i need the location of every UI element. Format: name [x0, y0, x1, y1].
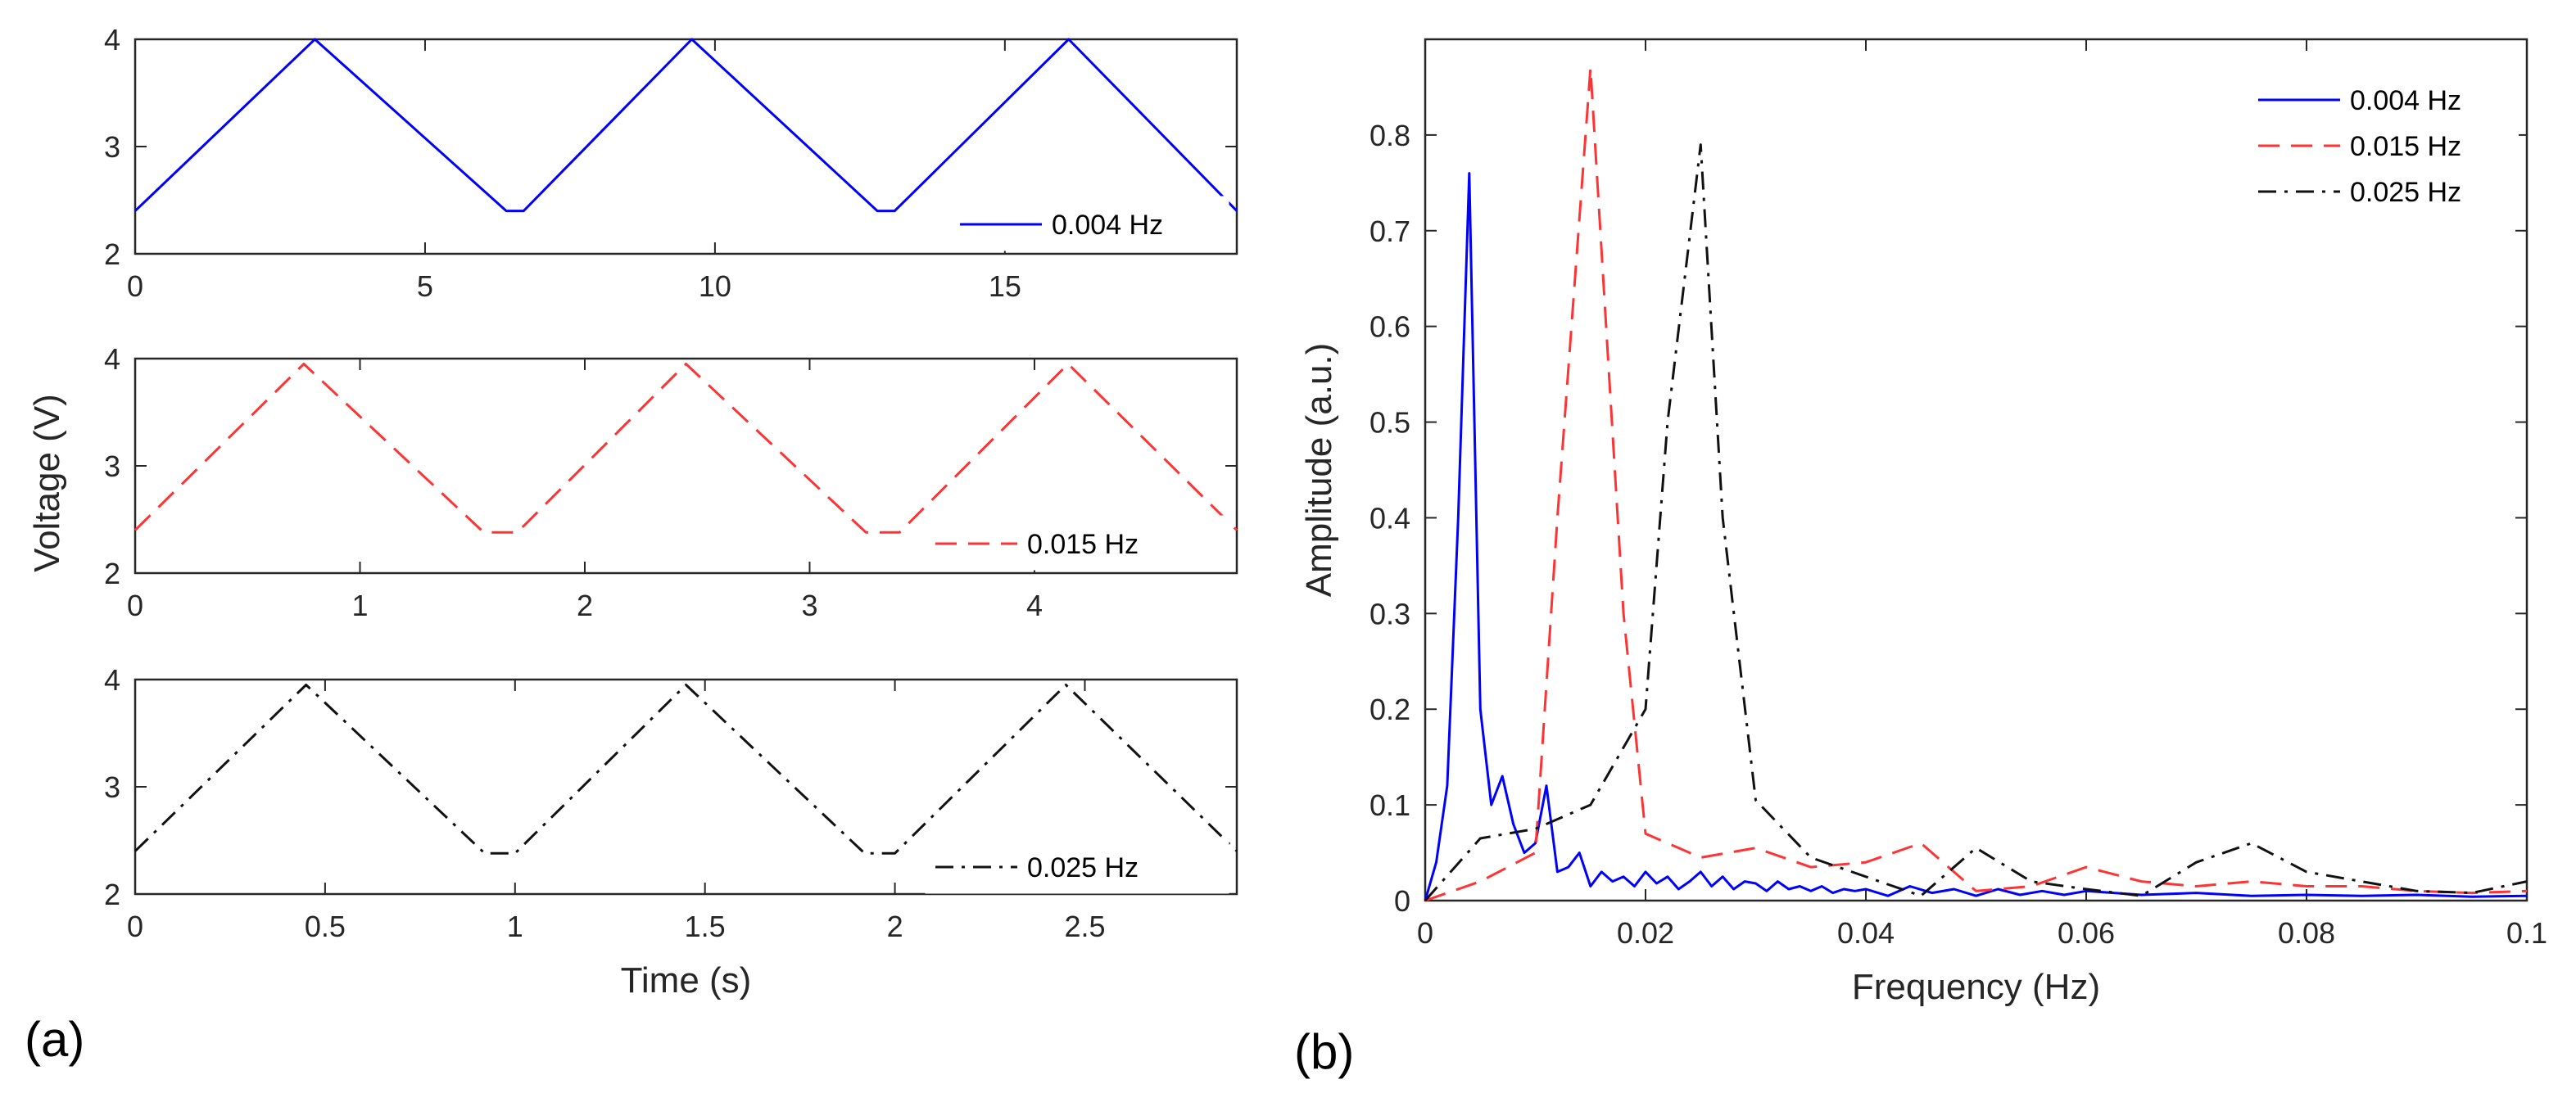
- y-tick-label: 4: [104, 663, 120, 697]
- y-tick-label: 0.5: [1369, 406, 1410, 440]
- y-tick-label: 3: [104, 770, 120, 804]
- legend-label-1: 0.015 Hz: [2350, 131, 2461, 162]
- x-tick-label: 0.06: [2058, 916, 2115, 950]
- y-tick-label: 2: [104, 878, 120, 911]
- y-tick-label: 0.6: [1369, 310, 1410, 344]
- x-axis-label: Frequency (Hz): [1852, 967, 2100, 1007]
- x-tick-label: 1.5: [685, 910, 726, 943]
- x-tick-label: 2: [887, 910, 903, 943]
- voltage-axis-label: Voltage (V): [27, 394, 67, 572]
- x-tick-label: 5: [417, 269, 433, 303]
- series-line-0: [134, 363, 1238, 534]
- legend-label-0: 0.004 Hz: [2350, 85, 2461, 116]
- time-plot-0p015hz: 0 1 2 3 4 2 3 4 0.015 Hz: [104, 342, 1238, 622]
- legend-label-2: 0.025 Hz: [2350, 177, 2461, 208]
- x-tick-label: 0.5: [305, 910, 346, 943]
- y-tick-label: 2: [104, 557, 120, 590]
- legend-label-0: 0.015 Hz: [1027, 529, 1139, 560]
- axes-frame: [1424, 38, 2528, 902]
- x-tick-label: 0: [127, 269, 143, 303]
- panel-label-a: (a): [25, 1012, 84, 1067]
- time-plot-0p004hz: 0 5 10 15 2 3 4 0.004 Hz: [104, 23, 1238, 303]
- y-tick-label: 0: [1394, 884, 1410, 918]
- time-plot-0p025hz: 0 0.5 1 1.5 2 2.5 2 3 4 0.025 Hz Time (s): [104, 663, 1238, 1000]
- x-tick-label: 1: [507, 910, 523, 943]
- panel-label-b: (b): [1294, 1024, 1354, 1079]
- x-tick-label: 4: [1026, 589, 1043, 622]
- y-tick-label: 0.1: [1369, 788, 1410, 822]
- x-tick-label: 0: [127, 589, 143, 622]
- x-axis-label: Time (s): [621, 960, 752, 1000]
- series-line-0: [134, 38, 1238, 213]
- y-tick-label: 0.8: [1369, 119, 1410, 152]
- y-tick-label: 0.4: [1369, 501, 1410, 535]
- x-tick-label: 2.5: [1064, 910, 1105, 943]
- x-tick-label: 2: [577, 589, 593, 622]
- x-tick-label: 15: [989, 269, 1021, 303]
- y-axis-label: Amplitude (a.u.): [1299, 343, 1339, 598]
- x-tick-label: 0: [1417, 916, 1433, 950]
- x-tick-label: 0: [127, 910, 143, 943]
- x-tick-label: 0.04: [1837, 916, 1895, 950]
- y-tick-label: 0.2: [1369, 693, 1410, 726]
- y-tick-label: 0.3: [1369, 597, 1410, 630]
- x-tick-label: 3: [801, 589, 817, 622]
- y-tick-label: 0.7: [1369, 215, 1410, 248]
- x-tick-label: 1: [351, 589, 368, 622]
- x-tick-label: 0.1: [2506, 916, 2547, 950]
- series-line-1: [1424, 66, 2528, 902]
- spectrum-plot: 0 0.02 0.04 0.06 0.08 0.1 0 0.1 0.2 0.3 0.4 0.5 0.6 0…: [1299, 38, 2547, 1007]
- x-tick-label: 0.02: [1617, 916, 1674, 950]
- x-tick-label: 0.08: [2278, 916, 2335, 950]
- series-line-2: [1424, 143, 2528, 901]
- series-line-0: [1424, 172, 2528, 901]
- x-tick-label: 10: [699, 269, 731, 303]
- y-tick-label: 4: [104, 342, 120, 376]
- legend-label-0: 0.025 Hz: [1027, 852, 1139, 883]
- y-tick-label: 2: [104, 237, 120, 271]
- series-line-0: [134, 684, 1238, 855]
- y-tick-label: 3: [104, 130, 120, 164]
- y-tick-label: 4: [104, 23, 120, 56]
- legend-label-0: 0.004 Hz: [1052, 210, 1163, 241]
- y-tick-label: 3: [104, 449, 120, 483]
